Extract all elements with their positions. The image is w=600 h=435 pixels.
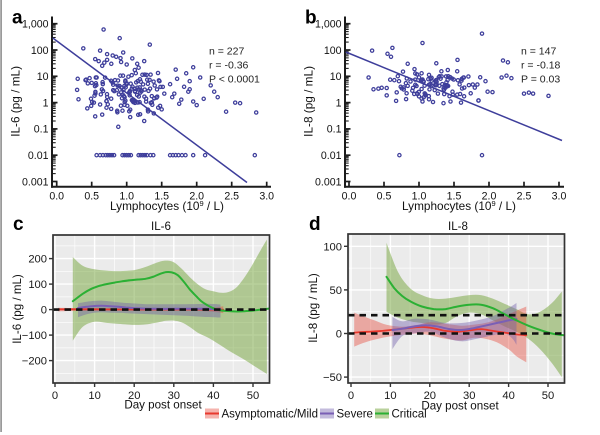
svg-text:1.0: 1.0 (412, 191, 427, 203)
svg-text:20: 20 (128, 390, 140, 402)
svg-text:100: 100 (28, 279, 47, 291)
svg-text:1.5: 1.5 (154, 191, 169, 203)
svg-text:2.0: 2.0 (482, 191, 497, 203)
svg-text:10: 10 (88, 390, 100, 402)
svg-text:20: 20 (424, 390, 436, 402)
svg-text:Day post onset: Day post onset (421, 400, 499, 413)
svg-text:−50: −50 (323, 372, 342, 384)
svg-text:r = -0.18: r = -0.18 (521, 60, 561, 72)
svg-text:0.5: 0.5 (84, 191, 99, 203)
svg-text:P < 0.0001: P < 0.0001 (209, 74, 260, 86)
svg-text:0.1: 0.1 (34, 124, 49, 136)
svg-text:−100: −100 (22, 330, 47, 342)
svg-text:P = 0.03: P = 0.03 (521, 74, 560, 86)
svg-text:0: 0 (336, 329, 342, 341)
svg-text:50: 50 (542, 390, 554, 402)
svg-text:IL-8 (pg / mL): IL-8 (pg / mL) (307, 273, 320, 343)
svg-text:200: 200 (28, 254, 47, 266)
svg-text:0.001: 0.001 (22, 176, 49, 188)
svg-text:n = 227: n = 227 (209, 46, 244, 58)
svg-text:n = 147: n = 147 (521, 46, 556, 58)
svg-text:Day post onset: Day post onset (124, 399, 202, 412)
svg-text:IL-6: IL-6 (151, 220, 171, 233)
svg-text:1.5: 1.5 (447, 191, 462, 203)
svg-text:2.0: 2.0 (189, 191, 204, 203)
svg-text:0.01: 0.01 (28, 150, 49, 162)
svg-text:Asymptomatic/Mild: Asymptomatic/Mild (222, 409, 319, 421)
svg-text:40: 40 (207, 390, 219, 402)
svg-text:100: 100 (324, 45, 342, 57)
svg-text:10: 10 (384, 390, 396, 402)
svg-text:30: 30 (463, 390, 475, 402)
svg-text:0.0: 0.0 (342, 191, 357, 203)
svg-text:0: 0 (41, 305, 47, 317)
svg-text:3.0: 3.0 (259, 191, 274, 203)
svg-text:1,000: 1,000 (22, 19, 49, 31)
svg-text:1: 1 (336, 97, 342, 109)
svg-text:2.5: 2.5 (224, 191, 239, 203)
svg-text:−200: −200 (22, 356, 47, 368)
svg-text:50: 50 (330, 285, 342, 297)
svg-text:c: c (13, 214, 24, 235)
svg-text:IL-8: IL-8 (448, 220, 468, 233)
svg-text:3.0: 3.0 (552, 191, 567, 203)
svg-text:10: 10 (330, 71, 342, 83)
svg-text:Lymphocytes (109 / L): Lymphocytes (109 / L) (110, 199, 224, 213)
svg-text:0.1: 0.1 (327, 124, 342, 136)
svg-text:r = -0.36: r = -0.36 (209, 60, 249, 72)
svg-text:d: d (309, 214, 321, 235)
svg-text:Lymphocytes (109 / L): Lymphocytes (109 / L) (402, 199, 516, 213)
svg-text:IL-6 (pg / mL): IL-6 (pg / mL) (9, 66, 23, 137)
svg-text:0.0: 0.0 (49, 191, 64, 203)
svg-text:Critical: Critical (392, 409, 427, 421)
svg-text:0.5: 0.5 (377, 191, 392, 203)
svg-text:0: 0 (52, 390, 58, 402)
svg-text:b: b (305, 8, 317, 29)
svg-text:IL-6 (pg / mL): IL-6 (pg / mL) (11, 274, 24, 344)
svg-text:0.01: 0.01 (321, 150, 342, 162)
svg-text:1: 1 (43, 97, 49, 109)
svg-text:2.5: 2.5 (517, 191, 532, 203)
svg-text:0: 0 (348, 390, 354, 402)
svg-text:0.001: 0.001 (315, 176, 342, 188)
svg-text:50: 50 (247, 390, 259, 402)
svg-text:10: 10 (37, 71, 49, 83)
svg-text:30: 30 (168, 390, 180, 402)
svg-text:IL-8 (pg / mL): IL-8 (pg / mL) (302, 66, 316, 137)
svg-text:Severe: Severe (337, 409, 373, 421)
svg-text:100: 100 (31, 45, 49, 57)
svg-text:100: 100 (323, 241, 342, 253)
svg-text:1,000: 1,000 (315, 19, 342, 31)
svg-text:a: a (12, 8, 23, 29)
svg-text:1.0: 1.0 (119, 191, 134, 203)
svg-text:40: 40 (502, 390, 514, 402)
